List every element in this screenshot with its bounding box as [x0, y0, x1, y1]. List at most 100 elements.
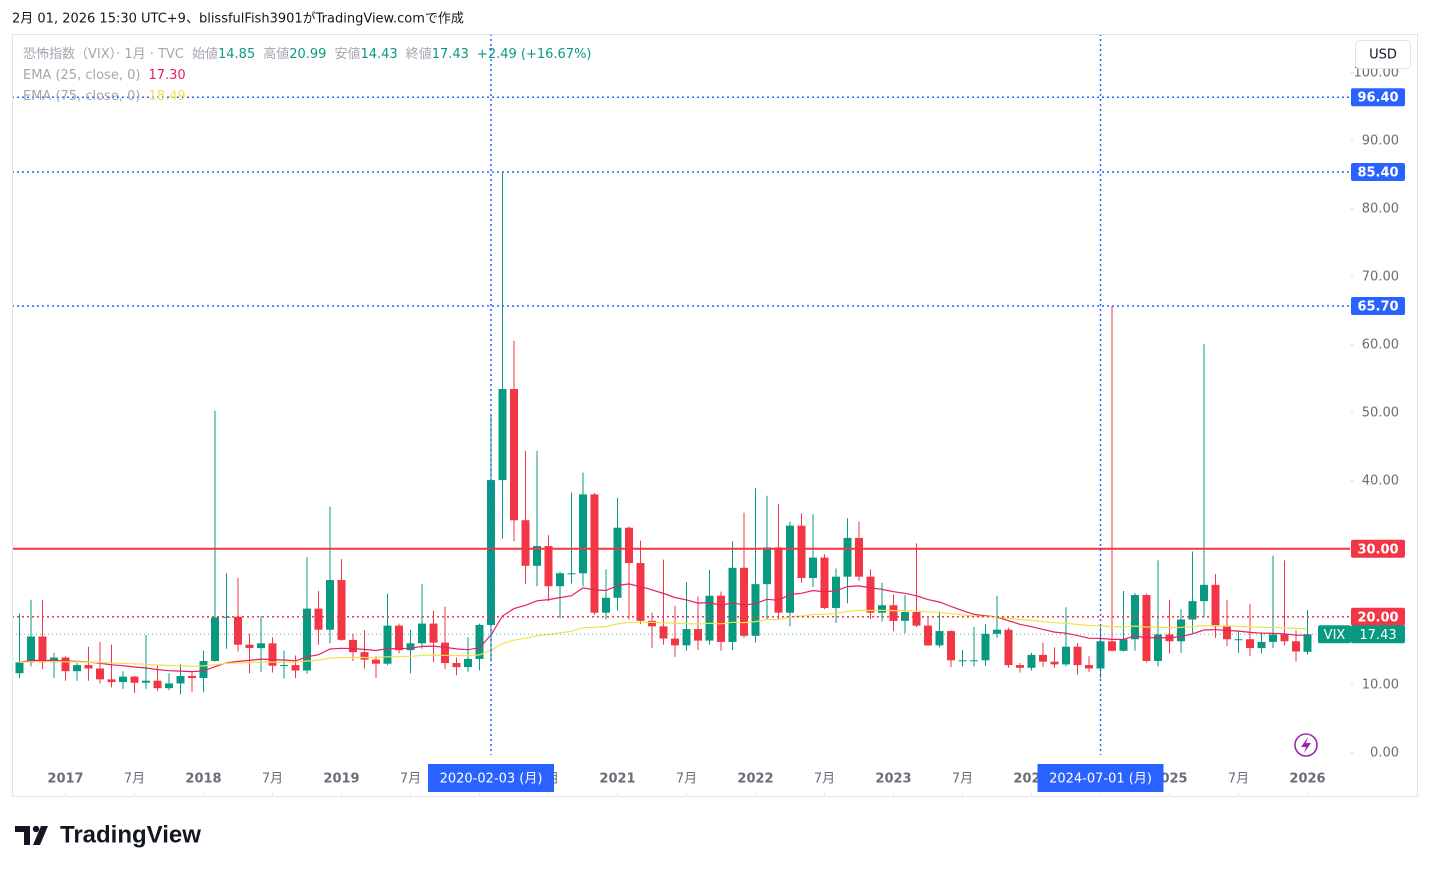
legend-ohlc-value: 14.43	[360, 47, 397, 62]
legend-title: 恐怖指数（VIX）· 1月 · TVC	[23, 46, 184, 62]
y-tick-label: 100.00	[1354, 65, 1400, 80]
candle-body	[1154, 634, 1162, 661]
candle-body	[165, 683, 173, 689]
candle-body	[878, 605, 886, 613]
candle-body	[947, 631, 955, 661]
y-tick-label: 40.00	[1362, 473, 1399, 488]
candle-body	[912, 612, 921, 626]
x-tick-label: 2017	[47, 772, 83, 787]
x-tick-label: 2019	[323, 772, 359, 787]
candle-body	[314, 608, 323, 630]
candle-body	[245, 644, 254, 649]
candle-body	[751, 584, 760, 636]
candle-body	[395, 625, 403, 651]
ema-line	[19, 583, 1308, 673]
candle-body	[291, 665, 300, 671]
x-tick-label: 2023	[875, 772, 911, 787]
x-tick-label: 2022	[737, 772, 773, 787]
candle-body	[1073, 646, 1082, 666]
x-tick-label: 2026	[1289, 772, 1325, 787]
candle-body	[1050, 661, 1059, 665]
candle-body	[464, 658, 472, 668]
y-tick-label: 70.00	[1362, 269, 1399, 284]
candle-body	[130, 676, 139, 683]
candle-body	[360, 652, 369, 660]
candle-body	[602, 597, 610, 613]
candle-body	[107, 679, 116, 683]
indicator-value: 18.49	[148, 89, 185, 104]
candle-body	[222, 616, 231, 618]
currency-label[interactable]: USD	[1369, 48, 1397, 63]
price-tag	[1351, 297, 1405, 316]
candle-body	[188, 675, 196, 678]
candle-body	[556, 573, 564, 587]
brand-logo	[15, 825, 48, 845]
candle-body	[797, 525, 806, 579]
candle-body	[567, 573, 576, 575]
candle-body	[1280, 634, 1289, 642]
candle-body	[924, 625, 932, 646]
legend-ohlc-label: 安値	[334, 46, 360, 62]
x-tick-label: 2018	[185, 772, 221, 787]
price-tag	[1351, 539, 1405, 558]
candle-body	[993, 629, 1001, 634]
candle-body	[613, 527, 622, 598]
x-tick-label: 7月	[676, 772, 697, 787]
legend-ohlc-label: 高値	[263, 46, 289, 62]
candle-body	[728, 567, 737, 642]
candle-body	[1269, 634, 1277, 642]
candle-body	[383, 625, 392, 664]
candle-body	[234, 616, 242, 645]
candle-body	[935, 631, 944, 646]
symbol-tag-label: VIX	[1324, 628, 1346, 643]
candle-body	[544, 546, 553, 587]
candle-body	[740, 567, 748, 636]
indicator-name: EMA (75, close, 0)	[23, 89, 140, 104]
candle-body	[257, 643, 265, 649]
candle-body	[1211, 584, 1220, 627]
candle-body	[38, 636, 47, 663]
candle-body	[199, 660, 208, 678]
replay-icon[interactable]	[1294, 733, 1318, 757]
candle-body	[303, 608, 311, 671]
plot-area	[13, 35, 1350, 755]
candle-body	[855, 537, 863, 577]
candle-body	[958, 660, 967, 662]
candle-body	[579, 494, 587, 574]
candle-body	[1062, 646, 1070, 665]
price-tag-label: 96.40	[1357, 91, 1398, 106]
candle-body	[705, 595, 714, 641]
candle-body	[1085, 665, 1093, 669]
candle-body	[820, 557, 829, 608]
price-tag	[1351, 88, 1405, 107]
candle-body	[61, 657, 70, 672]
legend-indicator: EMA (25, close, 0) 17.30	[23, 68, 186, 83]
candle-body	[1257, 641, 1266, 649]
candle-body	[671, 638, 679, 646]
y-tick-label: 0.00	[1370, 745, 1399, 760]
legend-ohlc-label: 終値	[406, 46, 432, 62]
currency-button[interactable]	[1355, 40, 1411, 69]
candle-body	[498, 388, 507, 481]
candle-body	[1292, 641, 1300, 652]
candle-body	[521, 520, 530, 566]
price-tag-label: 65.70	[1357, 300, 1398, 315]
candle-body	[176, 675, 185, 684]
legend-indicator: EMA (75, close, 0) 18.49	[23, 89, 186, 104]
x-tick-label: 7月	[952, 772, 973, 787]
candle-body	[1039, 654, 1047, 662]
candle-body	[27, 636, 35, 663]
indicator-value: 17.30	[148, 68, 185, 83]
ema-line	[19, 609, 1308, 667]
candle-body	[441, 642, 449, 664]
candle-body	[1016, 665, 1024, 668]
candle-body	[889, 605, 898, 621]
candle-body	[1119, 639, 1128, 651]
candle-body	[1188, 601, 1197, 620]
replay-icon-bolt[interactable]	[1301, 737, 1311, 753]
candle-body	[832, 576, 840, 608]
candle-body	[1131, 595, 1139, 640]
logo-part	[15, 826, 30, 845]
overlay: 0.00 10.00 20.00 30.00 40.00 50.00 60.00 70.00 8…	[23, 40, 1411, 797]
